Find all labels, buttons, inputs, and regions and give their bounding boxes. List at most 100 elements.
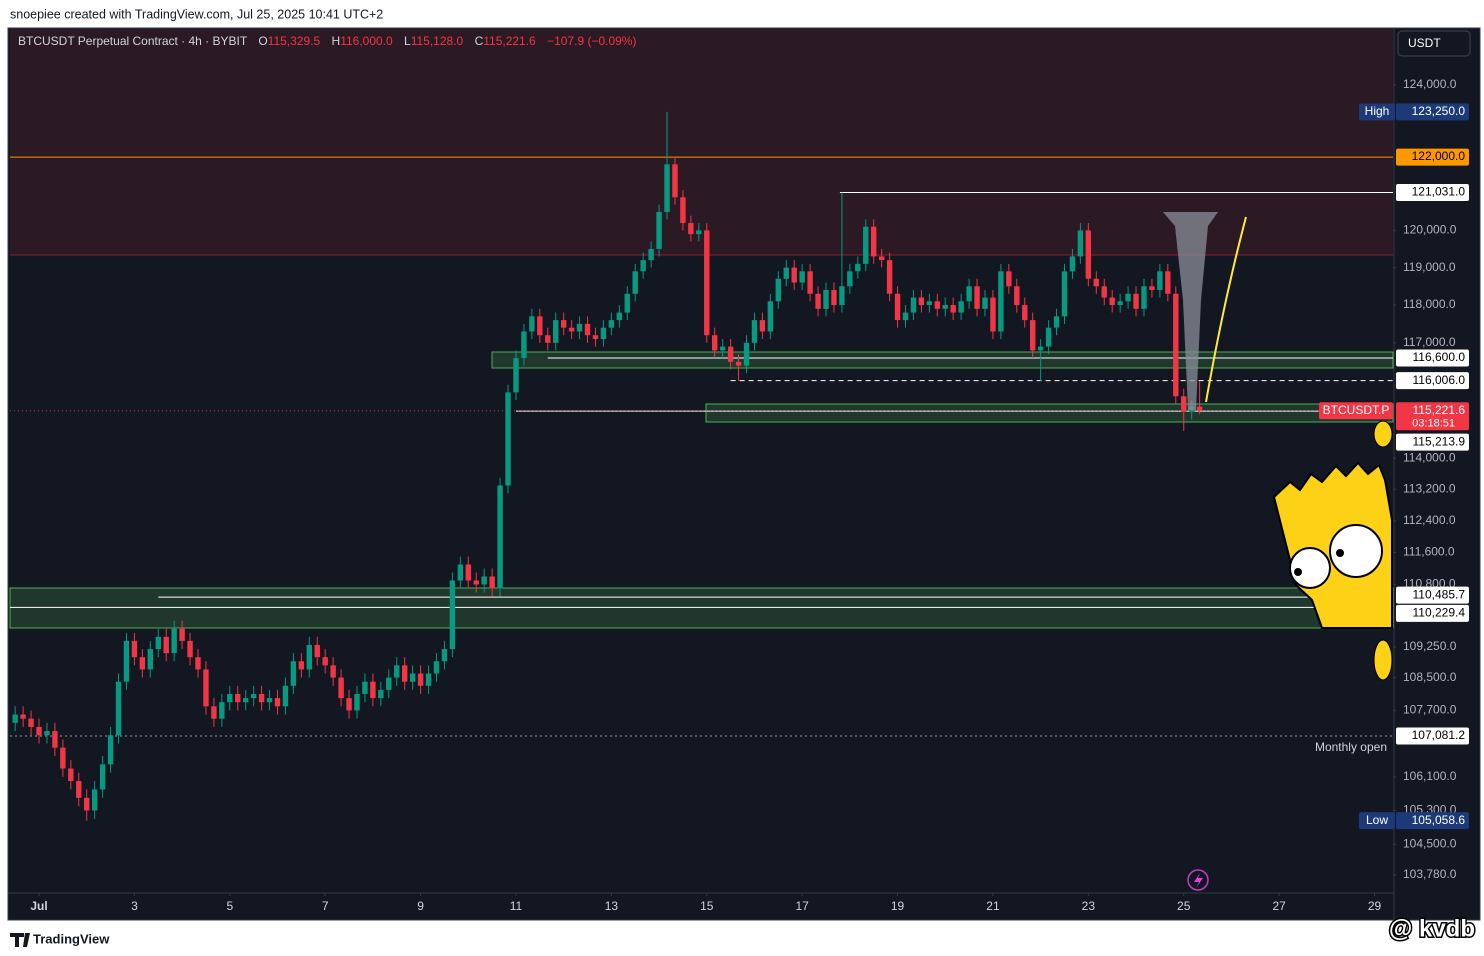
candle-body: [990, 297, 996, 332]
candle-body: [1045, 327, 1052, 347]
x-tick-label: 3: [131, 899, 138, 913]
price-label-bg: [1396, 586, 1469, 604]
price-label: 121,031.0: [1412, 185, 1466, 199]
candle-body: [942, 305, 948, 309]
candle-body: [568, 327, 575, 332]
candle-body: [274, 698, 281, 707]
candle-body: [966, 286, 972, 302]
candle-body: [791, 267, 797, 283]
candle-body: [250, 693, 257, 699]
candle-body: [123, 640, 130, 682]
legend-change: −107.9 (−0.09%): [547, 34, 636, 48]
candle-body: [560, 320, 567, 328]
price-label: 116,600.0: [1413, 350, 1466, 364]
price-tag-bg: [1359, 812, 1395, 830]
candle-body: [1053, 316, 1060, 328]
price-label-bg: [1396, 103, 1469, 121]
price-tag-bg: [1359, 103, 1395, 121]
candle-body: [1077, 230, 1084, 257]
event-icon[interactable]: [1187, 869, 1209, 891]
x-tick-label: 17: [795, 899, 809, 913]
currency-button[interactable]: [1397, 30, 1471, 57]
candle-body: [839, 286, 845, 306]
candle-body: [521, 331, 527, 359]
candle-body: [68, 768, 74, 782]
candle-body: [60, 747, 66, 769]
candle-body: [147, 649, 154, 670]
candle-body: [131, 640, 138, 658]
cartoon-eye: [1289, 547, 1331, 589]
candle-body: [894, 293, 901, 321]
candle-body: [688, 223, 694, 235]
candle-body: [767, 301, 774, 332]
candle-body: [76, 781, 82, 798]
candle-body: [871, 226, 877, 257]
candle-body: [195, 657, 201, 670]
candle-body: [553, 320, 559, 343]
candle-body: [179, 628, 185, 641]
price-label-bg: [1396, 433, 1469, 451]
candle-body: [338, 677, 344, 699]
candle-body: [910, 297, 917, 313]
candle-body: [648, 248, 654, 261]
candle-body: [878, 256, 885, 261]
price-label-bg: [1396, 812, 1469, 830]
x-tick-label: 7: [322, 899, 329, 913]
candle-body: [187, 640, 193, 658]
y-tick-label: 119,000.0: [1403, 260, 1456, 274]
resistance-region: [10, 29, 1393, 255]
candle-body: [84, 797, 90, 811]
candle-body: [1125, 293, 1131, 302]
y-tick-label: 120,000.0: [1403, 223, 1457, 237]
price-label: 105,058.6: [1412, 813, 1466, 827]
price-label-bg: [1396, 183, 1469, 201]
candle-body: [171, 628, 177, 654]
price-label: 116,006.0: [1413, 373, 1466, 387]
y-tick-label: 108,500.0: [1403, 670, 1457, 684]
price-label-bg: [1396, 372, 1469, 390]
currency-label: USDT: [1408, 36, 1441, 50]
candle-body: [211, 706, 217, 719]
price-label: 122,000.0: [1412, 149, 1466, 163]
candle-body: [115, 681, 122, 736]
y-tick-label: 103,780.0: [1403, 867, 1457, 881]
price-label: 110,229.4: [1413, 606, 1466, 620]
candle-body: [807, 271, 813, 294]
last-price-bg: [1396, 402, 1469, 431]
candle-body: [282, 685, 289, 707]
candle-body: [1117, 301, 1123, 306]
legend-value: 115,329.5: [268, 34, 321, 48]
candle-body: [505, 392, 511, 486]
candle-body: [12, 714, 18, 723]
candle-body: [1093, 278, 1099, 287]
candle-body: [394, 665, 400, 678]
candle-body: [704, 230, 710, 336]
candle-body: [1085, 230, 1092, 279]
candle-body: [823, 290, 829, 309]
cartoon-pupil: [1294, 568, 1302, 576]
candle-body: [1173, 293, 1179, 397]
candle-body: [28, 718, 34, 727]
candle-body: [44, 731, 50, 736]
brand-logo: [10, 933, 30, 947]
x-tick-label: 29: [1368, 899, 1382, 913]
candle-body: [449, 580, 456, 650]
candle-body: [1165, 271, 1171, 294]
candle-body: [608, 320, 615, 328]
candle-body: [401, 665, 408, 682]
candle-body: [290, 661, 297, 686]
y-tick-label: 112,400.0: [1403, 513, 1456, 527]
candle-body: [258, 693, 265, 703]
candle-body: [902, 312, 909, 321]
candle-body: [441, 649, 448, 662]
candle-body: [322, 657, 328, 666]
candle-body: [91, 789, 98, 811]
candle-body: [998, 271, 1004, 332]
price-tag: Low: [1366, 813, 1388, 827]
candle-body: [370, 681, 376, 699]
candle-body: [974, 286, 980, 309]
symbol-tag: BTCUSDT.P: [1323, 403, 1390, 417]
candle-body: [473, 580, 479, 585]
drawing-sketch: [1163, 212, 1393, 681]
